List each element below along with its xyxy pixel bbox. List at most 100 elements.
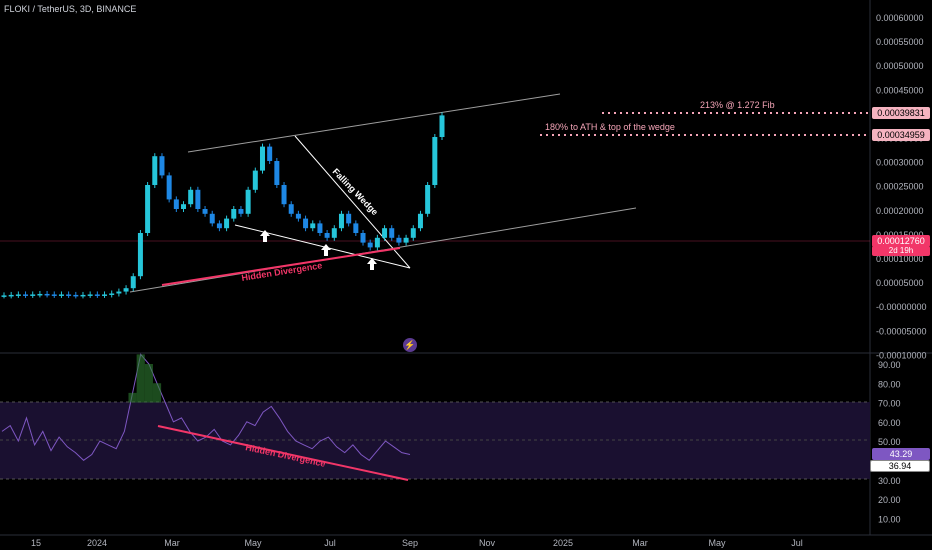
candle-body: [58, 294, 64, 296]
candle-body: [44, 293, 50, 296]
wedge-label: Falling Wedge: [331, 166, 380, 217]
candle-body: [288, 204, 294, 214]
candle-body: [37, 293, 43, 296]
candle-body: [30, 294, 36, 296]
candle-body: [295, 213, 301, 219]
candle-body: [346, 213, 352, 224]
time-tick-label: 2024: [87, 538, 107, 548]
candle-body: [425, 185, 431, 214]
target-2-price-tag: 0.00034959: [872, 129, 930, 141]
candle-body: [382, 228, 388, 238]
candle-body: [259, 146, 265, 171]
price-tick-label: 0.00030000: [876, 158, 924, 168]
target-1-label: 213% @ 1.272 Fib: [700, 100, 775, 110]
price-candles: [1, 112, 445, 299]
candle-body: [310, 223, 316, 229]
rsi-tick-label: 50.00: [878, 437, 901, 447]
candle-body: [367, 242, 373, 248]
rsi-value-tag: 43.29: [872, 448, 930, 460]
candle-body: [130, 276, 136, 289]
candle-body: [245, 189, 251, 214]
candle-body: [8, 294, 14, 297]
candle-body: [238, 209, 244, 214]
chart-title: FLOKI / TetherUS, 3D, BINANCE: [4, 4, 137, 14]
channel-upper-line: [187, 93, 561, 153]
target-2-label: 180% to ATH & top of the wedge: [545, 122, 675, 132]
rsi-axis[interactable]: 90.0080.0070.0060.0050.0040.0030.0020.00…: [878, 360, 901, 524]
candle-body: [73, 294, 79, 297]
up-arrow-icon: [367, 258, 377, 270]
rsi-tick-label: 90.00: [878, 360, 901, 370]
divergence-rsi-line: [157, 425, 409, 481]
candle-body: [439, 115, 445, 137]
time-tick-label: May: [708, 538, 726, 548]
candle-body: [15, 294, 21, 296]
price-tick-label: 0.00015000: [876, 230, 924, 240]
candle-body: [403, 237, 409, 243]
rsi-tick-label: 20.00: [878, 495, 901, 505]
candle-body: [166, 175, 172, 200]
candle-body: [317, 223, 323, 233]
candle-body: [145, 185, 151, 233]
candle-body: [303, 218, 309, 229]
rsi-tick-label: 80.00: [878, 379, 901, 389]
candle-body: [181, 204, 187, 209]
candle-body: [123, 288, 129, 292]
candle-body: [202, 209, 208, 214]
wedge-upper-line: [294, 135, 411, 269]
candle-body: [109, 293, 115, 295]
candle-body: [417, 213, 423, 229]
rsi-tick-label: 70.00: [878, 399, 901, 409]
candle-body: [87, 294, 93, 296]
candle-body: [152, 156, 158, 185]
candle-body: [102, 294, 108, 296]
price-tick-label: 0.00055000: [876, 37, 924, 47]
time-tick-label: Nov: [479, 538, 496, 548]
candle-body: [159, 156, 165, 176]
candle-body: [116, 291, 122, 294]
candle-body: [338, 213, 344, 229]
candle-body: [231, 209, 237, 219]
candle-body: [195, 189, 201, 209]
price-axis[interactable]: 0.00060000 0.00055000 0.00050000 0.00045000…: [876, 13, 927, 360]
countdown-tag: 2d 19h: [872, 246, 930, 256]
price-tick-label: 0.00045000: [876, 85, 924, 95]
up-arrow-icon: [260, 230, 270, 242]
target-1-price-tag: 0.00039831: [872, 107, 930, 119]
price-tick-label: 0.00025000: [876, 182, 924, 192]
candle-body: [360, 233, 366, 243]
candle-body: [209, 213, 215, 224]
candle-body: [51, 294, 57, 296]
time-tick-label: Mar: [632, 538, 648, 548]
candle-body: [374, 237, 380, 248]
price-tick-label: 0.00050000: [876, 61, 924, 71]
candle-body: [80, 294, 86, 297]
lightning-icon[interactable]: ⚡: [403, 338, 417, 352]
up-arrow-icon: [321, 244, 331, 256]
time-tick-label: 15: [31, 538, 41, 548]
price-tick-label: 0.00060000: [876, 13, 924, 23]
time-tick-label: Sep: [402, 538, 418, 548]
current-price-tag: 0.00012760: [872, 235, 930, 247]
time-tick-label: May: [244, 538, 262, 548]
candle-body: [173, 199, 179, 209]
price-tick-label: -0.00010000: [876, 350, 927, 360]
candle-body: [1, 295, 7, 297]
candle-body: [94, 294, 100, 296]
candle-body: [188, 189, 194, 205]
price-tick-label: 0.00005000: [876, 278, 924, 288]
candle-body: [224, 218, 230, 229]
rsi-tick-label: 60.00: [878, 418, 901, 428]
time-axis[interactable]: 15 2024 Mar May Jul Sep Nov 2025 Mar May Jul: [31, 538, 803, 548]
time-tick-label: Jul: [324, 538, 336, 548]
candle-body: [410, 228, 416, 238]
candle-body: [66, 294, 72, 296]
price-tick-label: -0.00000000: [876, 302, 927, 312]
candle-body: [23, 294, 29, 296]
candle-body: [281, 185, 287, 205]
time-tick-label: Mar: [164, 538, 180, 548]
price-tick-label: -0.00005000: [876, 326, 927, 336]
rsi-tick-label: 10.00: [878, 514, 901, 524]
candle-body: [267, 146, 273, 161]
